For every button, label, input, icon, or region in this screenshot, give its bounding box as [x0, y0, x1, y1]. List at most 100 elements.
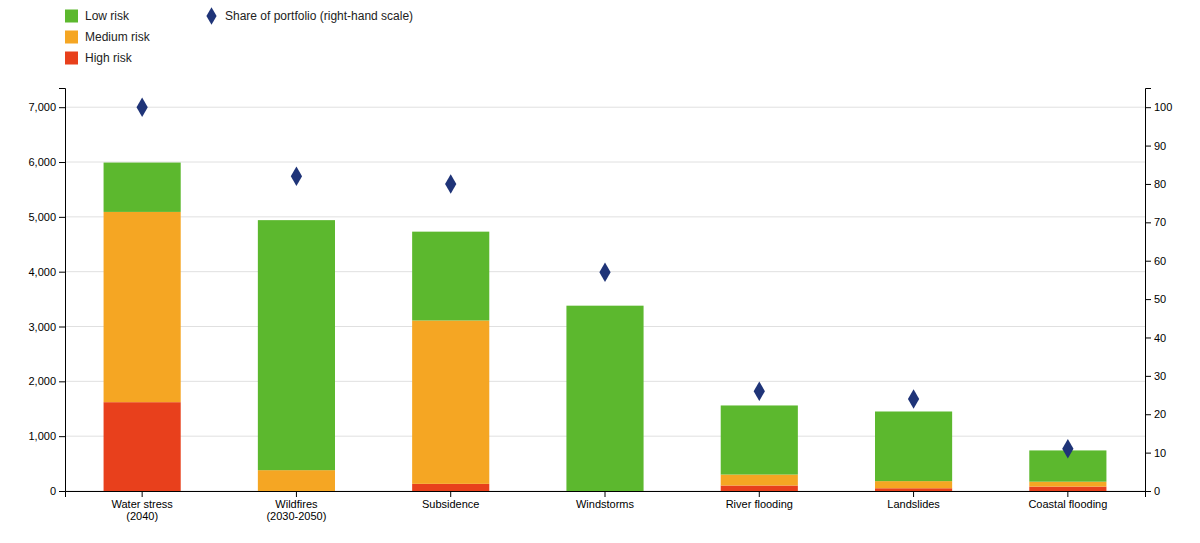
tick-label-line: Windstorms	[576, 498, 635, 510]
tick: Water stress(2040)	[111, 491, 173, 522]
tick-label: 7,000	[28, 101, 56, 113]
tick-label: River flooding	[726, 498, 793, 510]
grid-line	[65, 216, 1145, 217]
tick: 1,000	[28, 430, 65, 442]
tick: 80	[1145, 178, 1166, 190]
tick: Wildfires(2030-2050)	[266, 491, 326, 522]
tick: River flooding	[726, 491, 793, 510]
legend-swatch	[65, 52, 78, 65]
bar	[412, 320, 489, 483]
tick-label: Landslides	[887, 498, 940, 510]
chart-svg: 0 1,000 2,000 3,000 4,000 5,000 6,000 7,000 0 10 2…	[0, 0, 1200, 543]
tick: 90	[1145, 140, 1166, 152]
tick: 7,000	[28, 101, 65, 113]
legend-item: High risk	[65, 51, 133, 65]
bar	[875, 411, 952, 481]
tick-mark	[1145, 184, 1151, 185]
tick-label-line: Coastal flooding	[1028, 498, 1107, 510]
legend-label: High risk	[85, 51, 133, 65]
tick-label: 30	[1154, 370, 1166, 382]
scatter-series	[137, 97, 1074, 458]
bar	[721, 405, 798, 474]
tick-mark	[1145, 414, 1151, 415]
tick-label: Windstorms	[576, 498, 635, 510]
x-axis: Water stress(2040) Wildfires(2030-2050) Su…	[66, 491, 1146, 522]
tick-label: Subsidence	[422, 498, 480, 510]
tick: 4,000	[28, 266, 65, 278]
tick-mark	[1145, 376, 1151, 377]
tick-label: 100	[1154, 101, 1172, 113]
tick-label: 40	[1154, 331, 1166, 343]
tick-mark	[59, 381, 65, 382]
legend-item: Share of portfolio (right-hand scale)	[206, 7, 413, 25]
tick-label: 3,000	[28, 321, 56, 333]
tick-mark	[59, 162, 65, 163]
tick: 6,000	[28, 156, 65, 168]
bar	[1029, 482, 1106, 487]
tick-mark	[759, 491, 760, 497]
tick-label: 5,000	[28, 211, 56, 223]
tick-mark	[1145, 337, 1151, 338]
bar	[875, 481, 952, 488]
tick: Subsidence	[422, 491, 480, 510]
tick: 0	[50, 485, 65, 497]
bar	[258, 470, 335, 491]
legend-swatch	[65, 10, 78, 23]
bar	[721, 486, 798, 491]
legend-swatch	[206, 7, 216, 25]
tick-label-line: Water stress	[111, 498, 173, 510]
axis-line	[1146, 89, 1152, 492]
bar-series	[104, 163, 1107, 491]
tick-label-line: Landslides	[887, 498, 940, 510]
bar	[412, 232, 489, 321]
legend-label: Medium risk	[85, 30, 151, 44]
tick-mark	[913, 491, 914, 497]
grid-line	[65, 162, 1145, 163]
tick: 2,000	[28, 375, 65, 387]
legend-swatch	[65, 31, 78, 44]
tick-label: 0	[50, 485, 56, 497]
tick-mark	[1145, 299, 1151, 300]
legend-label: Share of portfolio (right-hand scale)	[225, 9, 413, 23]
tick-mark	[296, 491, 297, 497]
tick-mark	[142, 491, 143, 497]
point	[908, 389, 919, 409]
bar	[412, 484, 489, 491]
tick: Windstorms	[576, 491, 635, 510]
bar	[566, 306, 643, 491]
bar-series	[104, 212, 1107, 491]
tick: Coastal flooding	[1028, 491, 1107, 510]
tick-mark	[59, 327, 65, 328]
tick: 100	[1145, 101, 1172, 113]
tick-label: 90	[1154, 140, 1166, 152]
tick-label: 10	[1154, 447, 1166, 459]
tick-label: 4,000	[28, 266, 56, 278]
grid	[65, 107, 1145, 491]
marks	[104, 97, 1107, 491]
tick: 20	[1145, 408, 1166, 420]
tick: 50	[1145, 293, 1166, 305]
point	[291, 167, 302, 187]
tick-label: 70	[1154, 216, 1166, 228]
point	[599, 262, 610, 282]
tick-mark	[59, 436, 65, 437]
tick: 40	[1145, 331, 1166, 343]
tick-mark	[605, 491, 606, 497]
point	[445, 174, 456, 194]
tick-label: 20	[1154, 408, 1166, 420]
tick-label: Water stress(2040)	[111, 498, 173, 523]
legend-item: Medium risk	[65, 30, 151, 44]
tick-label: 0	[1154, 485, 1160, 497]
tick-mark	[1145, 453, 1151, 454]
tick: 70	[1145, 216, 1166, 228]
bar	[258, 220, 335, 470]
tick-label: 50	[1154, 293, 1166, 305]
tick: 0	[1145, 485, 1160, 497]
legend-label: Low risk	[85, 9, 130, 23]
tick-mark	[1145, 146, 1151, 147]
tick-label: 2,000	[28, 375, 56, 387]
tick-label: 6,000	[28, 156, 56, 168]
tick-mark	[59, 272, 65, 273]
legend-item: Low risk	[65, 9, 130, 23]
tick-mark	[59, 217, 65, 218]
